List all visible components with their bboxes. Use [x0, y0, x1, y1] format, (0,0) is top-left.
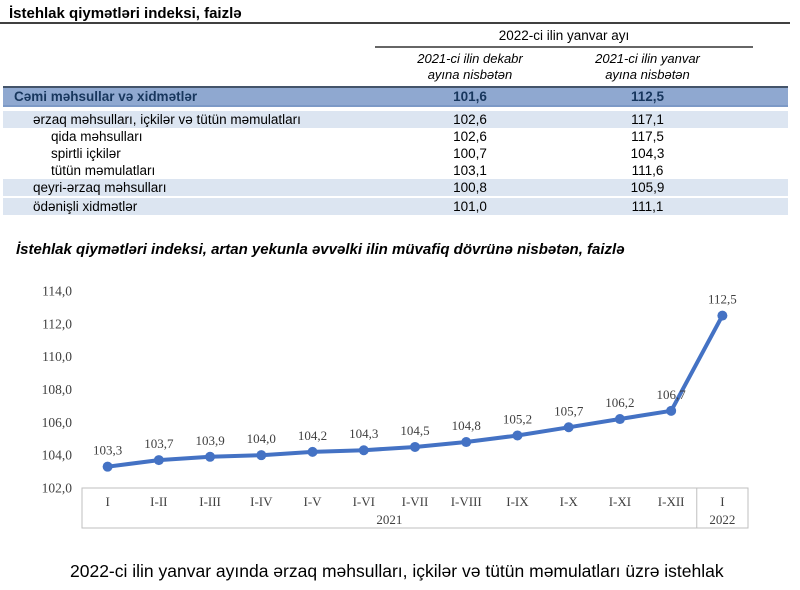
- title-underline: [0, 22, 790, 24]
- row-label: ərzaq məhsulları, içkilər və tütün məmul…: [33, 112, 301, 127]
- x-axis-tick-label: I-X: [560, 494, 579, 509]
- x-axis-box: [81, 487, 749, 529]
- value-vs-december: 103,1: [453, 163, 487, 178]
- y-axis-tick-label: 114,0: [42, 284, 72, 299]
- data-point-label: 106,7: [657, 387, 687, 402]
- row-label: qida məhsulları: [51, 129, 143, 144]
- table-row: ərzaq məhsulları, içkilər və tütün məmul…: [3, 111, 788, 128]
- x-axis-tick-label: I-VI: [353, 494, 375, 509]
- table-span-header: 2022-ci ilin yanvar ayı: [498, 28, 630, 43]
- data-point-marker: [410, 441, 420, 452]
- data-point-label: 106,2: [605, 395, 634, 410]
- data-point-marker: [563, 422, 574, 433]
- data-point-marker: [358, 445, 369, 456]
- table-row: Cəmi məhsullar və xidmətlər 101,6 112,5: [3, 86, 788, 107]
- data-point-label: 103,7: [144, 436, 174, 451]
- cpi-line-chart: 102,0 104,0 106,0 108,0 110,0 112,0 114,0 I I-II…: [42, 284, 749, 529]
- x-axis-tick-label: I-III: [199, 494, 221, 509]
- x-axis-tick-label: I: [720, 494, 724, 509]
- row-label: tütün məmulatları: [51, 163, 156, 178]
- x-axis-tick-label: I-XI: [609, 494, 631, 509]
- data-point-label: 112,5: [708, 292, 737, 307]
- value-vs-january: 111,1: [631, 199, 664, 214]
- cpi-table: Cəmi məhsullar və xidmətlər 101,6 112,5 ərz…: [3, 86, 788, 215]
- x-axis-tick-label: I-V: [304, 494, 323, 509]
- y-axis-tick-label: 112,0: [42, 316, 72, 331]
- value-vs-december: 102,6: [453, 112, 487, 127]
- data-point-label: 105,7: [554, 403, 584, 418]
- row-label: qeyri-ərzaq məhsulları: [33, 180, 167, 195]
- data-point-label: 104,3: [349, 426, 378, 441]
- data-point-label: 103,3: [93, 443, 122, 458]
- x-axis-tick-label: I-IV: [250, 494, 273, 509]
- data-point-marker: [717, 310, 728, 321]
- table-row: qida məhsulları 102,6 117,5: [3, 128, 788, 145]
- table-row: spirtli içkilər 100,7 104,3: [3, 145, 788, 162]
- body-paragraph: 2022-ci ilin yanvar ayında ərzaq məhsull…: [70, 561, 724, 581]
- data-point-marker: [102, 461, 113, 472]
- value-vs-january: 111,6: [631, 163, 664, 178]
- data-point-label: 104,8: [452, 418, 481, 433]
- value-vs-january: 104,3: [630, 146, 665, 161]
- data-point-marker: [307, 446, 318, 457]
- data-point-marker: [461, 437, 472, 448]
- y-axis-tick-label: 104,0: [42, 448, 73, 463]
- data-point-marker: [205, 451, 216, 462]
- value-vs-december: 101,6: [453, 89, 487, 104]
- data-point-marker: [153, 455, 164, 466]
- data-point-label: 104,5: [400, 423, 429, 438]
- span-header-underline: [375, 46, 753, 48]
- row-label: ödənişli xidmətlər: [33, 199, 138, 214]
- value-vs-january: 117,1: [631, 112, 664, 127]
- value-vs-december: 102,6: [453, 129, 487, 144]
- y-axis-tick-label: 102,0: [42, 481, 73, 496]
- value-vs-december: 100,8: [453, 180, 487, 195]
- value-vs-december: 100,7: [453, 146, 487, 161]
- value-vs-january: 112,5: [630, 89, 665, 104]
- column-header-vs-december: 2021-ci ilin dekabr ayına nisbətən: [417, 51, 523, 82]
- chart-title: İstehlak qiymətləri indeksi, artan yekun…: [16, 241, 625, 258]
- table-row: tütün məmulatları 103,1 111,6: [3, 162, 788, 179]
- data-point-marker: [614, 414, 625, 425]
- value-vs-january: 105,9: [630, 180, 665, 195]
- x-axis-tick-label: I-VII: [402, 494, 429, 509]
- y-axis-tick-label: 106,0: [42, 415, 73, 430]
- data-point-marker: [512, 430, 523, 441]
- data-point-marker: [256, 450, 267, 461]
- data-point-label: 105,2: [503, 411, 532, 426]
- year-label: 2022: [709, 512, 735, 527]
- column-header-vs-january: 2021-ci ilin yanvar ayına nisbətən: [595, 51, 700, 82]
- data-point-marker: [666, 405, 677, 416]
- x-axis-tick-label: I: [105, 494, 109, 509]
- value-vs-december: 101,0: [453, 199, 487, 214]
- page-title: İstehlak qiymətləri indeksi, faizlə: [9, 5, 242, 22]
- x-axis-tick-label: I-II: [150, 494, 167, 509]
- table-row: ödənişli xidmətlər 101,0 111,1: [3, 198, 788, 215]
- year-label: 2021: [376, 512, 402, 527]
- x-axis-tick-label: I-XII: [658, 494, 685, 509]
- x-axis-tick-label: I-IX: [506, 494, 529, 509]
- y-axis-tick-label: 110,0: [42, 349, 72, 364]
- x-axis-tick-label: I-VIII: [451, 494, 482, 509]
- data-point-label: 103,9: [195, 433, 224, 448]
- row-label: spirtli içkilər: [51, 146, 121, 161]
- value-vs-january: 117,5: [631, 129, 664, 144]
- table-row: qeyri-ərzaq məhsulları 100,8 105,9: [3, 179, 788, 196]
- data-point-label: 104,2: [298, 428, 327, 443]
- data-point-label: 104,0: [247, 431, 276, 446]
- row-label: Cəmi məhsullar və xidmətlər: [14, 89, 198, 104]
- y-axis-tick-label: 108,0: [42, 382, 73, 397]
